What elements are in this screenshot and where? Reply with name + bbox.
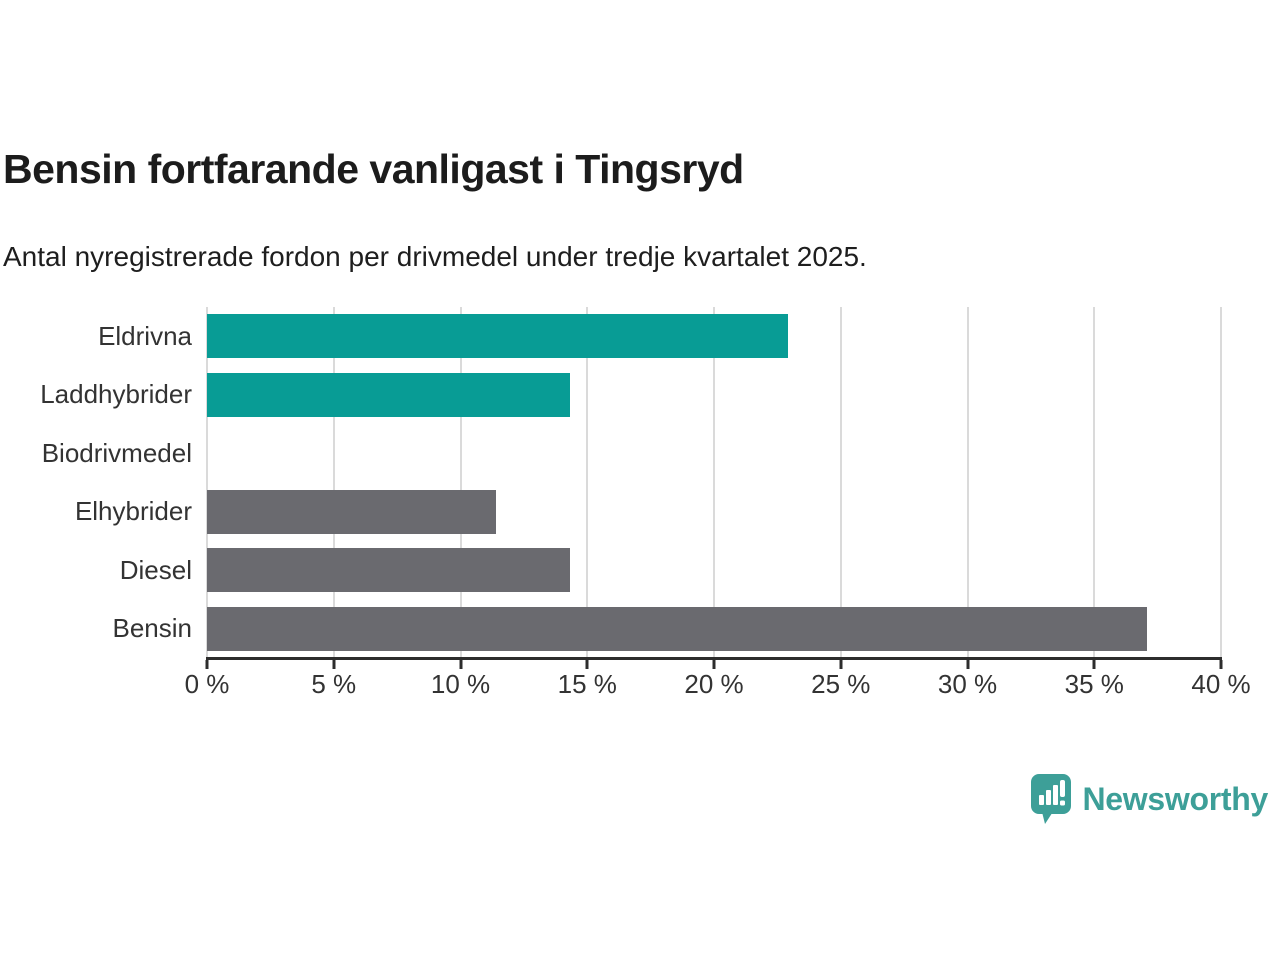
x-axis-tick xyxy=(205,660,209,669)
x-axis-tick xyxy=(966,660,969,669)
x-axis-tick xyxy=(1219,660,1223,669)
bar-elhybrider xyxy=(207,489,496,534)
bar-laddhybrider xyxy=(207,372,570,417)
category-label-bensin: Bensin xyxy=(112,613,193,644)
gridline xyxy=(713,307,715,658)
x-axis-tick-label: 30 % xyxy=(937,669,998,699)
x-axis-tick-label: 20 % xyxy=(684,669,744,699)
bar-row-bensin xyxy=(207,600,1221,659)
gridline xyxy=(1220,307,1222,658)
x-axis-line xyxy=(206,657,1222,660)
plot-area xyxy=(206,307,1222,659)
bar-row-biodrivmedel xyxy=(207,424,1221,483)
bar-eldrivna xyxy=(207,314,788,359)
x-axis-tick-label: 5 % xyxy=(311,669,357,699)
gridline xyxy=(966,307,969,658)
bar-row-diesel xyxy=(207,541,1221,600)
x-axis-tick xyxy=(459,660,462,669)
bar-row-eldrivna xyxy=(207,307,1221,366)
x-axis-tick-label: 10 % xyxy=(430,669,491,699)
y-axis-category-labels: Eldrivna Laddhybrider Biodrivmedel Elhybrid… xyxy=(0,307,192,658)
gridline xyxy=(332,307,335,658)
gridline xyxy=(1093,307,1096,658)
bar-row-elhybrider xyxy=(207,483,1221,542)
x-axis-tick-label: 15 % xyxy=(557,669,617,699)
newsworthy-icon xyxy=(1030,774,1071,824)
x-axis-tick xyxy=(332,660,336,669)
x-axis-tick-label: 35 % xyxy=(1064,669,1124,699)
x-axis-tick xyxy=(1092,660,1096,669)
chart-title: Bensin fortfarande vanligast i Tingsryd xyxy=(3,146,744,192)
category-label-laddhybrider: Laddhybrider xyxy=(40,379,192,410)
newsworthy-wordmark: Newsworthy xyxy=(1082,780,1269,817)
x-axis-tick xyxy=(585,660,589,669)
x-axis-tick xyxy=(712,660,716,669)
x-axis-tick xyxy=(839,660,843,669)
gridline xyxy=(459,307,462,658)
gridline xyxy=(206,307,208,658)
category-label-elhybrider: Elhybrider xyxy=(74,496,192,527)
category-label-diesel: Diesel xyxy=(119,554,192,585)
category-label-biodrivmedel: Biodrivmedel xyxy=(41,437,192,468)
x-axis-tick-label: 0 % xyxy=(184,669,230,699)
x-axis-tick-label: 40 % xyxy=(1191,669,1251,699)
gridline xyxy=(839,307,842,658)
gridline xyxy=(586,307,589,658)
bar-bensin xyxy=(207,606,1148,651)
bar-diesel xyxy=(207,548,570,593)
category-label-eldrivna: Eldrivna xyxy=(98,320,192,351)
bar-row-laddhybrider xyxy=(207,366,1221,425)
x-axis-tick-label: 25 % xyxy=(811,669,871,699)
newsworthy-logo[interactable]: Newsworthy xyxy=(1029,772,1269,826)
chart-subtitle: Antal nyregistrerade fordon per drivmede… xyxy=(3,241,867,272)
